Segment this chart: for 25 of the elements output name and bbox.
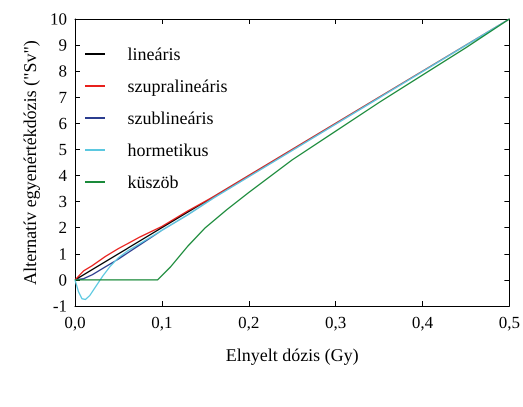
x-tick-label: 0,0 [64, 313, 86, 332]
y-tick-label: 0 [58, 270, 67, 290]
legend-label: szupralineáris [128, 76, 228, 96]
y-tick-label: 4 [58, 166, 68, 186]
y-tick-label: 8 [58, 62, 67, 81]
y-axis-title: Alternatív egyenértékdózis ("Sv") [20, 40, 40, 285]
legend-label: hormetikus [128, 140, 208, 160]
x-tick-label: 0,1 [151, 313, 172, 332]
y-tick-label: -1 [52, 296, 67, 316]
legend-label: szublineáris [128, 108, 214, 128]
legend-label: lineáris [128, 44, 180, 64]
x-tick-label: 0,2 [238, 313, 260, 332]
y-tick-label: 3 [58, 192, 67, 212]
x-tick-label: 0,4 [412, 313, 434, 332]
x-axis-title: Elnyelt dózis (Gy) [226, 345, 359, 365]
x-tick-label: 0,5 [498, 313, 520, 332]
y-tick-label: 7 [58, 88, 68, 107]
y-tick-label: 1 [58, 244, 67, 264]
y-tick-label: 9 [58, 36, 67, 55]
y-tick-label: 5 [58, 140, 67, 159]
x-tick-label: 0,3 [325, 313, 346, 332]
y-tick-label: 2 [58, 218, 67, 238]
y-tick-label: 10 [50, 10, 67, 28]
legend-label: küszöb [128, 172, 178, 192]
y-tick-label: 6 [58, 114, 67, 133]
